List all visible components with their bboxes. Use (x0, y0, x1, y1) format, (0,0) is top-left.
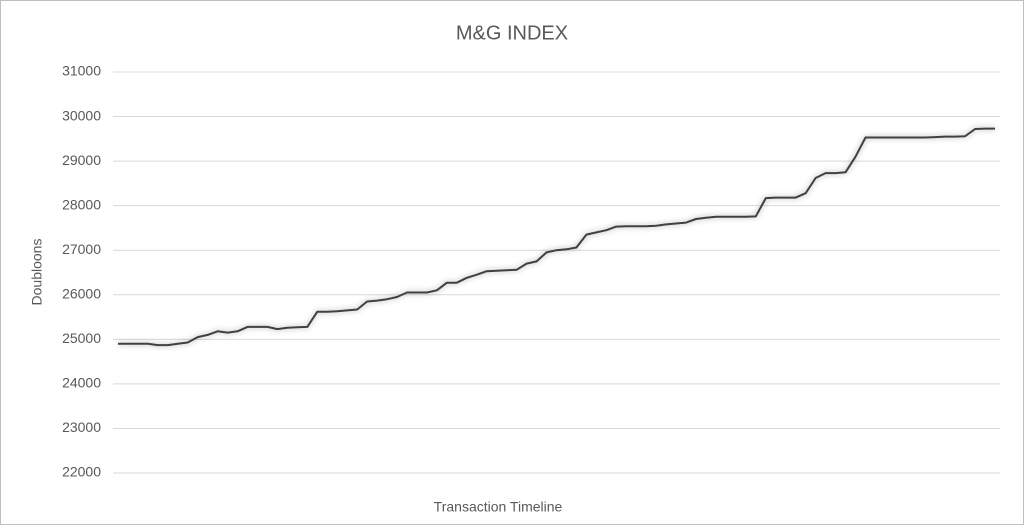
y-tick-label: 30000 (62, 107, 101, 123)
y-tick-label: 25000 (62, 330, 101, 346)
y-tick-label: 31000 (62, 63, 101, 79)
y-tick-label: 24000 (62, 375, 101, 391)
y-tick-label: 23000 (62, 419, 101, 435)
y-tick-label: 29000 (62, 152, 101, 168)
y-tick-label: 28000 (62, 196, 101, 212)
x-axis-title: Transaction Timeline (434, 499, 563, 515)
chart-title: M&G INDEX (456, 22, 568, 44)
y-tick-label: 27000 (62, 241, 101, 257)
y-tick-label: 22000 (62, 464, 101, 480)
y-axis-title: Doubloons (29, 239, 45, 306)
data-line (118, 127, 995, 347)
y-tick-label: 26000 (62, 285, 101, 301)
